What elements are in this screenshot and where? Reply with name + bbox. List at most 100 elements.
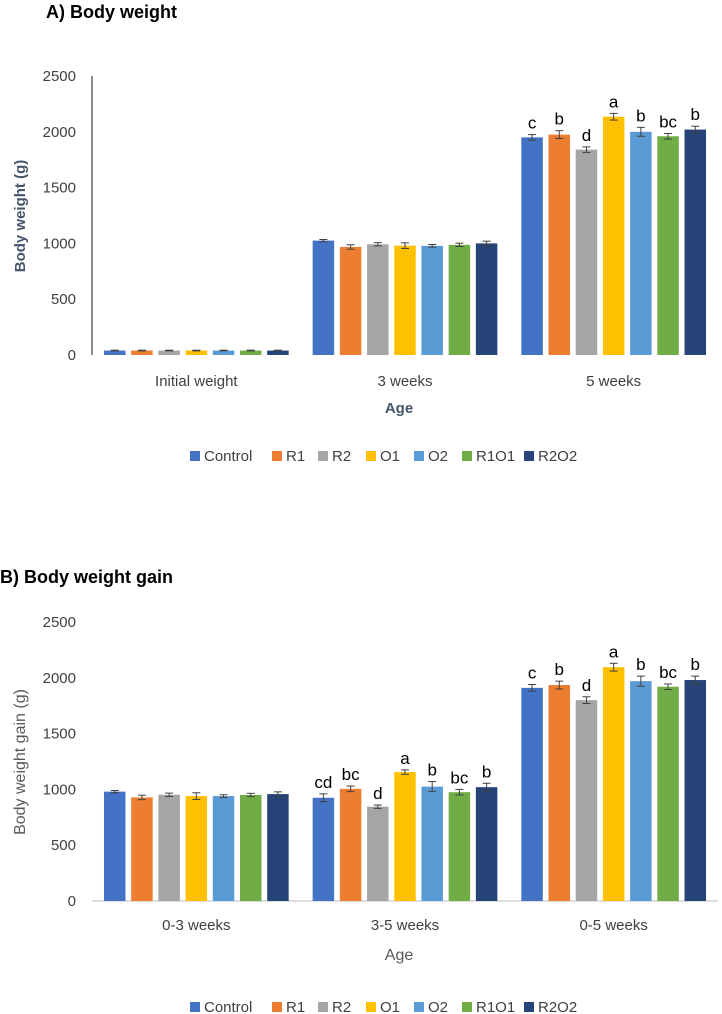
significance-label: a <box>400 749 410 768</box>
significance-label: b <box>636 655 645 674</box>
legend-label: O2 <box>428 999 448 1014</box>
bar-r1o1-3-weeks <box>448 244 471 355</box>
x-tick-label: 3-5 weeks <box>371 917 439 934</box>
x-tick-label: 0-5 weeks <box>579 917 647 934</box>
bar-o1-3-5-weeks <box>394 772 416 901</box>
bar-r1o1-5-weeks <box>657 136 679 355</box>
bar-r1-3-5-weeks <box>339 788 362 901</box>
legend-swatch <box>462 1002 472 1012</box>
y-tick-label: 0 <box>68 347 76 364</box>
legend-label: Control <box>204 999 252 1014</box>
bar-r2-0-3-weeks <box>158 794 180 901</box>
y-tick-label: 2000 <box>43 124 76 141</box>
bar-r2o2-3-weeks <box>475 243 498 355</box>
bar-o1-5-weeks <box>602 116 625 355</box>
bar-r1-3-weeks <box>339 246 362 355</box>
bar-r2-0-5-weeks <box>575 700 598 901</box>
bar-o2-3-5-weeks <box>421 786 443 901</box>
bar-control-3-weeks <box>312 240 335 355</box>
significance-label: b <box>482 762 491 781</box>
significance-label: bc <box>659 112 677 131</box>
significance-label: bc <box>659 663 677 682</box>
y-tick-label: 500 <box>51 837 76 854</box>
significance-label: c <box>528 663 537 682</box>
significance-label: a <box>609 92 619 111</box>
legend-swatch <box>414 1002 424 1012</box>
legend-label: R1O1 <box>476 448 515 465</box>
bar-control-5-weeks <box>521 137 543 355</box>
y-axis-title: Body weight gain (g) <box>12 689 29 835</box>
legend-label: R2O2 <box>538 448 577 465</box>
bar-control-0-3-weeks <box>103 791 126 901</box>
legend-swatch <box>366 1002 376 1012</box>
y-tick-label: 2500 <box>43 614 76 631</box>
significance-label: b <box>427 761 436 780</box>
legend-label: R1O1 <box>476 999 515 1014</box>
legend-label: Control <box>204 448 252 465</box>
bar-r1-5-weeks <box>548 134 571 355</box>
bar-r1-initial-weight <box>131 350 153 355</box>
legend-label: R1 <box>286 999 305 1014</box>
legend-swatch <box>318 451 328 461</box>
legend-swatch <box>272 1002 282 1012</box>
x-tick-label: 3 weeks <box>377 373 432 390</box>
bar-o1-0-3-weeks <box>185 796 208 901</box>
significance-label: bc <box>342 765 360 784</box>
legend-item-o2: O2 <box>414 999 448 1014</box>
bar-r2-3-5-weeks <box>367 806 389 901</box>
bar-o2-initial-weight <box>212 350 235 355</box>
legend-label: R1 <box>286 448 305 465</box>
legend-swatch <box>190 1002 200 1012</box>
legend-item-r1: R1 <box>272 448 305 465</box>
y-tick-label: 2500 <box>43 68 76 85</box>
legend-label: O1 <box>380 448 400 465</box>
bar-o2-0-3-weeks <box>212 796 235 901</box>
bar-r2o2-5-weeks <box>684 129 707 355</box>
x-axis-title: Age <box>385 400 413 417</box>
bar-o2-0-5-weeks <box>630 681 652 901</box>
legend-swatch <box>318 1002 328 1012</box>
y-tick-label: 1000 <box>43 235 76 252</box>
bar-r1o1-initial-weight <box>239 350 262 355</box>
bar-r1o1-0-3-weeks <box>239 794 262 901</box>
significance-label: b <box>555 110 564 129</box>
bar-control-initial-weight <box>103 350 126 355</box>
bar-r1-0-3-weeks <box>131 797 153 901</box>
x-tick-label: 0-3 weeks <box>162 917 230 934</box>
legend-label: R2 <box>332 999 351 1014</box>
bar-r2-3-weeks <box>367 244 389 355</box>
legend-item-control: Control <box>190 448 252 465</box>
legend-item-r1o1: R1O1 <box>462 999 515 1014</box>
legend-item-r2: R2 <box>318 448 351 465</box>
significance-label: b <box>691 655 700 674</box>
legend-swatch <box>462 451 472 461</box>
y-tick-label: 1500 <box>43 180 76 197</box>
significance-label: bc <box>450 768 468 787</box>
chart-b-body-weight-gain: B) Body weight gain 0 500 1000 1500 2000 2500 0… <box>0 567 718 1014</box>
bar-r2o2-3-5-weeks <box>475 787 498 901</box>
legend-label: O1 <box>380 999 400 1014</box>
bar-r1o1-0-5-weeks <box>657 686 679 901</box>
legend-item-r2o2: R2O2 <box>524 448 577 465</box>
bar-r2-initial-weight <box>158 350 180 355</box>
significance-label: a <box>609 642 619 661</box>
bar-r2o2-0-3-weeks <box>267 794 289 901</box>
significance-label: d <box>582 676 591 695</box>
x-axis-title: Age <box>385 947 414 964</box>
significance-label: b <box>555 660 564 679</box>
bar-o1-0-5-weeks <box>602 667 625 901</box>
legend-item-o2: O2 <box>414 448 448 465</box>
legend-swatch <box>190 451 200 461</box>
chart-a-body-weight: A) Body weight 0 500 1000 1500 2000 2500 Initia… <box>12 2 707 465</box>
y-tick-label: 1500 <box>43 726 76 743</box>
legend-swatch <box>524 1002 534 1012</box>
legend-swatch <box>272 451 282 461</box>
bar-o2-5-weeks <box>630 131 652 355</box>
y-tick-label: 0 <box>68 893 76 910</box>
x-tick-label: 5 weeks <box>586 373 641 390</box>
y-tick-label: 500 <box>51 291 76 308</box>
legend-item-r2o2: R2O2 <box>524 999 577 1014</box>
legend: Control R1 R2 O1 O2 R1O1 R2O2 <box>190 999 577 1014</box>
legend: Control R1 R2 O1 O2 R1O1 R2O2 <box>190 448 577 465</box>
